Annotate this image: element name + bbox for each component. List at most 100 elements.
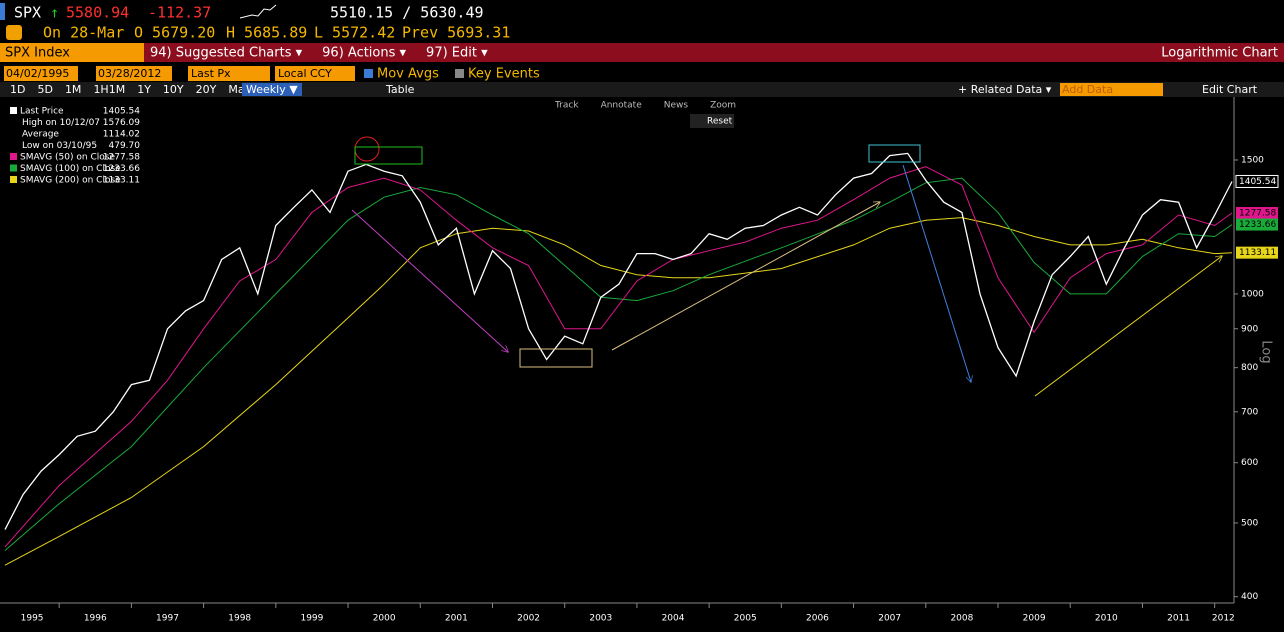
x-tick-label: 1998 [228,614,251,624]
reset[interactable]: Reset [707,117,733,127]
ccy-box[interactable] [275,66,355,81]
period-button[interactable]: 1H1M [93,83,125,96]
annotation-arrow [902,164,971,382]
x-tick-label: 2002 [517,614,540,624]
edit-chart[interactable]: Edit Chart [1202,83,1258,96]
end-date[interactable]: 03/28/2012 [98,67,161,80]
start-date[interactable]: 04/02/1995 [6,67,69,80]
chart-tool[interactable]: Annotate [601,101,643,111]
y-tick-label: 900 [1241,324,1258,334]
add-data-box[interactable] [1060,83,1163,96]
menu-item[interactable]: 97) Edit ▾ [426,46,488,61]
legend-swatch [10,164,17,172]
annotation-arrow [611,202,880,351]
related-data[interactable]: + Related Data ▾ [958,83,1052,96]
legend-value: 1277.58 [103,153,140,163]
legend-swatch [10,153,17,160]
security[interactable]: SPX Index [5,46,70,61]
end-box[interactable] [96,66,172,81]
x-tick-label: 2011 [1167,614,1190,624]
legend-swatch [10,176,17,183]
annotation-box [354,146,423,165]
legend-value: 1133.11 [103,176,140,186]
toolbar [0,82,1284,97]
x-tick-label: 2009 [1023,614,1046,624]
legend-label: High on 10/12/07 [22,118,100,128]
currency[interactable]: Local CCY [278,67,332,80]
x-tick-label: 1997 [156,614,179,624]
add-data[interactable]: Add Data [1062,83,1113,96]
legend-value: 1114.02 [103,130,140,140]
legend-label: Average [22,130,59,140]
checkbox[interactable] [455,69,464,78]
chart-tool[interactable]: News [664,101,689,111]
legend-value: 1233.66 [103,164,140,174]
table-button[interactable]: Table [385,83,415,96]
x-tick-label: 2000 [373,614,396,624]
legend-label: SMAVG (100) on Close [20,164,121,174]
x-tick-label: 2008 [950,614,973,624]
key-events[interactable]: Key Events [468,67,540,82]
period-button[interactable]: 20Y [196,83,217,96]
menu-item[interactable]: 96) Actions ▾ [322,46,406,61]
series-line [4,177,1233,551]
annotation-arrow [1034,256,1222,397]
annotation-arrow [351,209,508,352]
x-tick-label: 2004 [662,614,685,624]
period-button[interactable]: 1M [65,83,82,96]
x-tick-label: 2001 [445,614,468,624]
value-tag [1236,207,1278,220]
start-box[interactable] [4,66,78,81]
y-tick-label: 700 [1241,407,1258,417]
series-line [4,166,1233,548]
period-button[interactable]: 1D [10,83,25,96]
frequency[interactable]: Weekly ▼ [246,83,298,96]
high: H 5685.89 [226,24,307,42]
menu-item[interactable]: 94) Suggested Charts ▾ [150,46,303,61]
chart-tool[interactable]: Zoom [710,101,736,111]
legend-label: Last Price [20,107,64,117]
series-line [4,217,1233,566]
checkbox[interactable] [364,69,373,78]
value-tag [1235,174,1279,188]
security-box[interactable] [0,43,144,62]
legend-label: SMAVG (50) on Close [20,153,115,163]
ticker: SPX [14,4,41,22]
period-button[interactable]: 5D [37,83,52,96]
y-tick-label: 400 [1241,592,1258,602]
chart-mode: Logarithmic Chart [1161,46,1278,61]
last-price: 5580.94 [66,4,129,22]
value-tag-label: 1277.58 [1239,209,1276,219]
field[interactable]: Last Px [191,67,231,80]
menu-bar [0,43,1284,62]
legend-box [6,104,142,188]
legend-label: Low on 03/10/95 [22,141,97,151]
value-tag [1236,218,1278,231]
value-tag-label: 1133.11 [1239,248,1276,258]
day-range: 5510.15 / 5630.49 [330,4,484,22]
x-tick-label: 2007 [878,614,901,624]
value-tag [1236,246,1278,259]
reset-box[interactable] [690,114,734,128]
up-arrow: ↑ [50,4,59,22]
mov-avgs[interactable]: Mov Avgs [377,67,439,82]
legend-value: 1576.09 [103,118,140,128]
chart-tool[interactable]: Track [554,101,579,111]
field-box[interactable] [188,66,270,81]
y-tick-label: 1500 [1241,155,1264,165]
x-tick-label: 2012 [1212,614,1235,624]
x-tick-label: 1999 [300,614,323,624]
value-tag-label: 1405.54 [1239,177,1276,187]
y-tick-label: 800 [1241,363,1258,373]
frequency-box[interactable] [242,83,302,96]
period-button[interactable]: 10Y [163,83,184,96]
x-tick-label: 2010 [1095,614,1118,624]
marker [0,3,5,20]
y-axis-label: Log [1259,340,1274,363]
period-button[interactable]: 1Y [137,83,151,96]
value-tag-label: 1233.66 [1239,220,1276,230]
icon[interactable] [6,25,22,40]
